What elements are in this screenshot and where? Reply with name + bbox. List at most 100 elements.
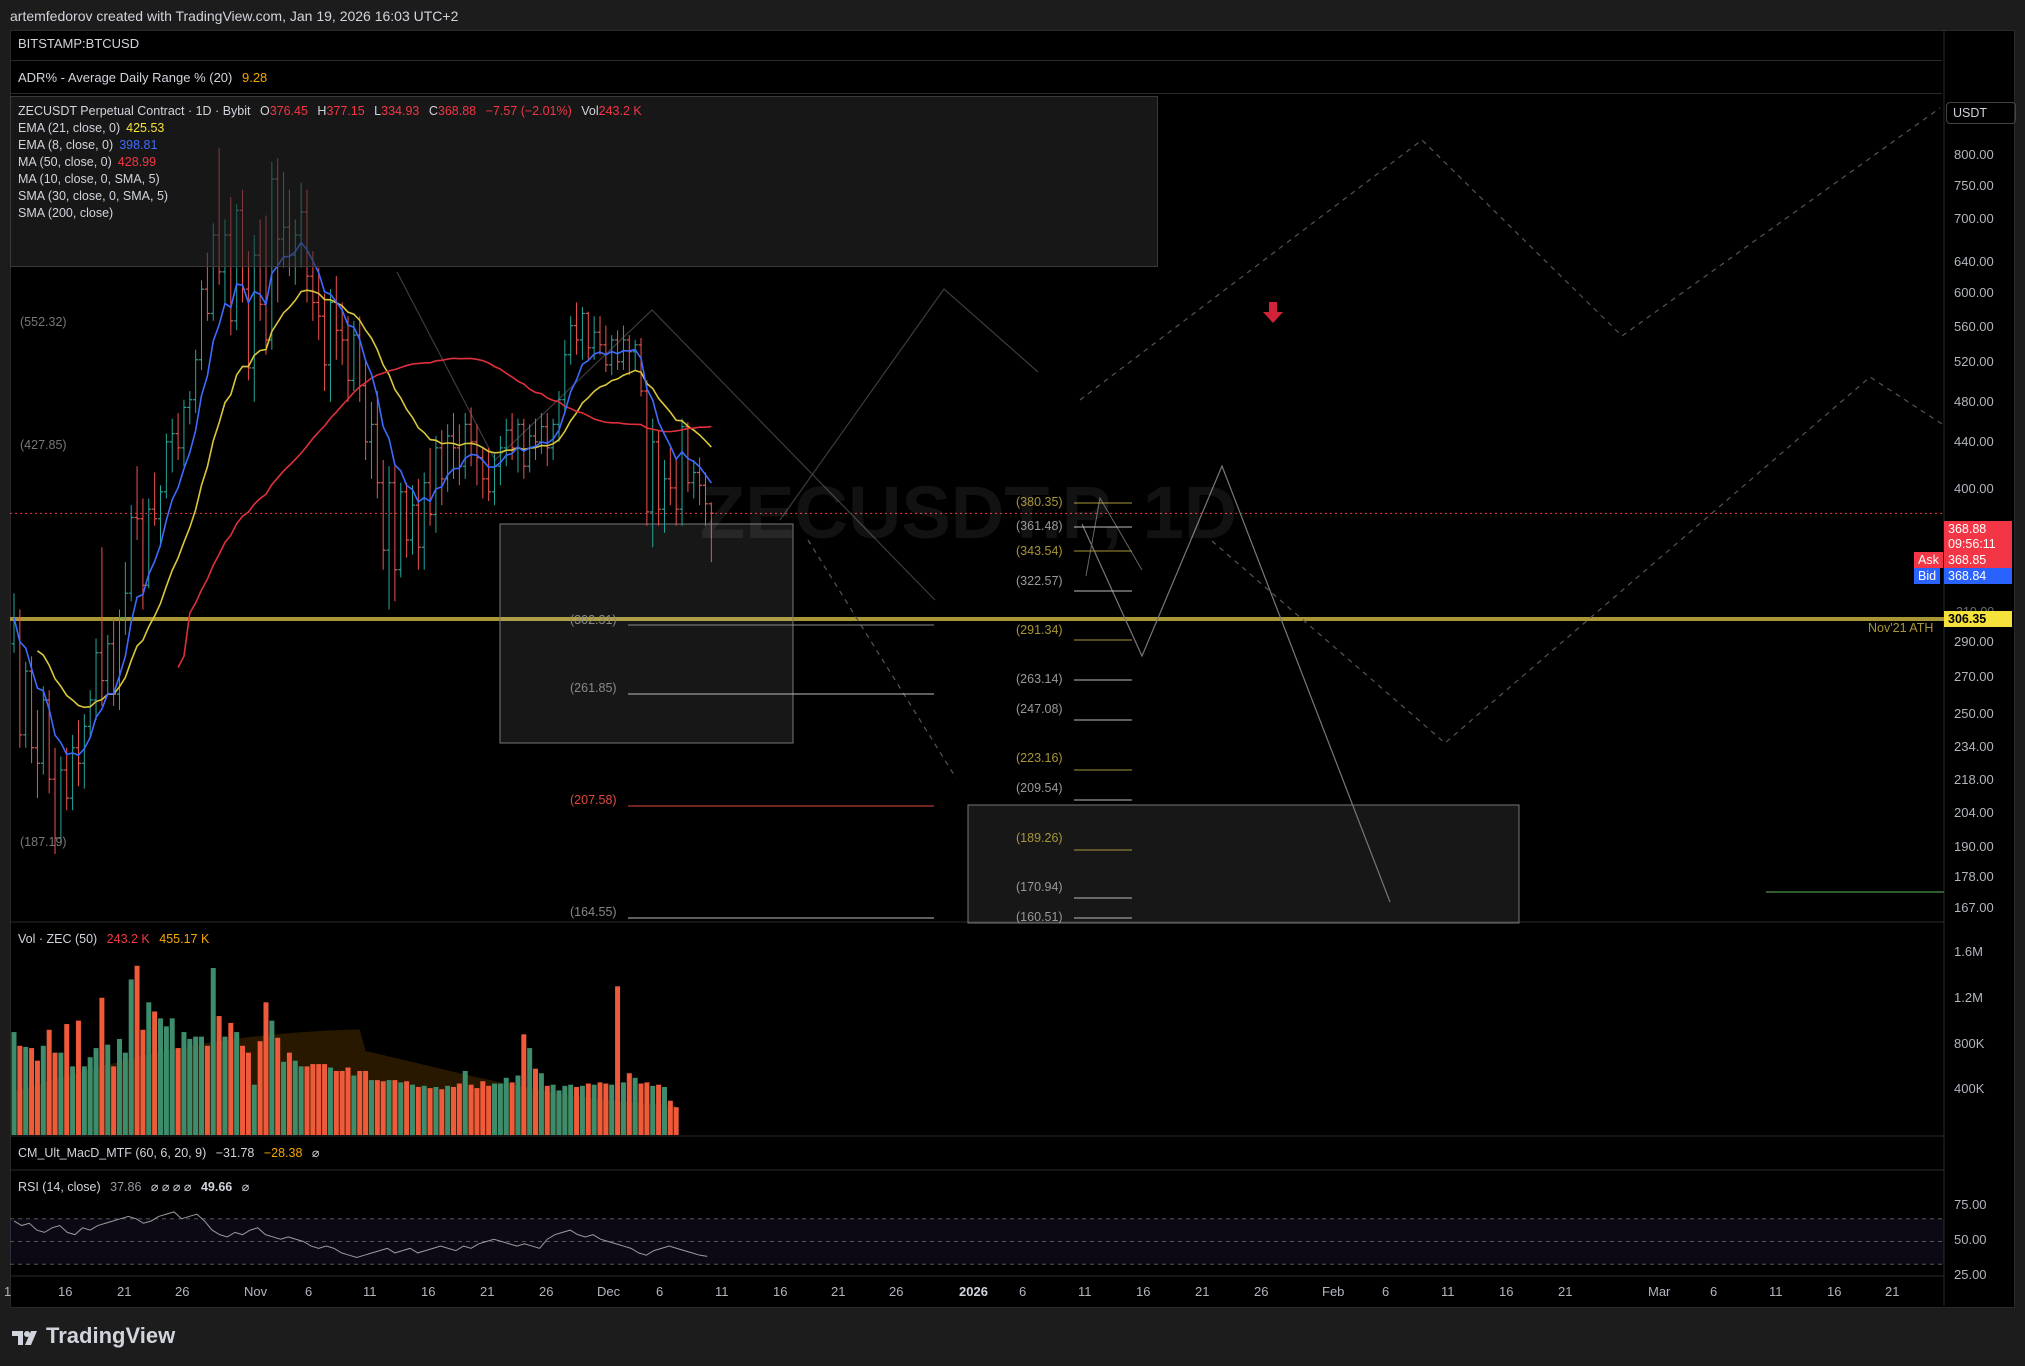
volume-bar xyxy=(234,1032,240,1135)
volume-bar xyxy=(603,1083,609,1135)
price-tick-label: 750.00 xyxy=(1954,178,1994,193)
candle xyxy=(345,316,351,402)
ma-50-line xyxy=(177,357,712,668)
candle xyxy=(392,466,398,602)
volume-bar xyxy=(351,1075,357,1135)
candle xyxy=(574,302,580,355)
price-tick-label: 700.00 xyxy=(1954,211,1994,226)
volume-bar xyxy=(468,1084,474,1135)
change-value: −7.57 (−2.01%) xyxy=(485,104,572,118)
candle xyxy=(404,482,410,558)
candle xyxy=(702,472,708,526)
projection-dashed-a xyxy=(807,539,957,779)
candle xyxy=(691,460,697,499)
indicator-label: MA (50, close, 0) xyxy=(18,155,112,169)
time-tick-label: 26 xyxy=(175,1284,190,1299)
time-tick-label: 6 xyxy=(656,1284,664,1299)
time-tick-label: Nov xyxy=(244,1284,268,1299)
volume-bar xyxy=(415,1086,421,1135)
candle xyxy=(568,316,574,365)
candle xyxy=(93,638,99,721)
volume-bar xyxy=(597,1082,603,1135)
volume-bar xyxy=(158,1018,163,1135)
time-tick-label: 1 xyxy=(4,1284,12,1299)
high-label: H xyxy=(317,104,327,118)
volume-bar xyxy=(333,1070,339,1135)
candle xyxy=(181,399,187,467)
volume-bar xyxy=(275,1037,281,1135)
volume-bar xyxy=(40,1045,46,1135)
volume-bar xyxy=(128,979,134,1135)
volume-bar xyxy=(99,997,105,1135)
volume-bar xyxy=(638,1083,644,1135)
symbol-row[interactable]: BITSTAMP:BTCUSD xyxy=(18,36,139,51)
price-tick-label: 520.00 xyxy=(1954,354,1994,369)
indicator-row: EMA (21, close, 0) 425.53 xyxy=(18,121,164,135)
down-arrow-icon[interactable] xyxy=(1263,302,1283,324)
volume-bar xyxy=(486,1085,492,1135)
volume-bar xyxy=(609,1084,615,1135)
fib-right-label: (361.48) xyxy=(1016,519,1063,533)
indicator-label: MA (10, close, 0, SMA, 5) xyxy=(18,172,160,186)
volume-bar xyxy=(368,1080,374,1135)
candle xyxy=(40,686,46,775)
countdown-value: 09:56:11 xyxy=(1948,537,1996,551)
candle xyxy=(615,330,621,370)
volume-bar xyxy=(298,1066,304,1135)
currency-label: USDT xyxy=(1953,106,1988,120)
volume-pane-label: Vol · ZEC (50) xyxy=(18,932,98,946)
tradingview-logo-icon xyxy=(12,1327,40,1345)
fib-right-label: (160.51) xyxy=(1016,910,1063,924)
volume-bar xyxy=(327,1067,333,1135)
candle xyxy=(509,412,515,461)
row-divider-1 xyxy=(10,60,1942,61)
price-tick-label: 204.00 xyxy=(1954,805,1994,820)
volume-bar xyxy=(650,1085,656,1135)
time-tick-label: 16 xyxy=(421,1284,436,1299)
volume-bar xyxy=(245,1052,251,1135)
tradingview-logo[interactable]: TradingView xyxy=(12,1323,175,1349)
indicator-value: 398.81 xyxy=(119,138,158,152)
rsi-line xyxy=(13,1211,708,1258)
adr-row[interactable]: ADR% - Average Daily Range % (20) 9.28 xyxy=(18,70,267,85)
candle xyxy=(398,482,404,578)
price-tick-label: 178.00 xyxy=(1954,869,1994,884)
zone-rect-1 xyxy=(499,523,794,744)
rsi-pane-legend[interactable]: RSI (14, close) 37.86 ⌀ ⌀ ⌀ ⌀ 49.66 ⌀ xyxy=(18,1179,249,1194)
fib-right-label: (263.14) xyxy=(1016,672,1063,686)
price-tick-label: 270.00 xyxy=(1954,669,1994,684)
volume-bar xyxy=(181,1032,187,1135)
volume-tick-label: 400K xyxy=(1954,1081,1985,1096)
volume-bar xyxy=(169,1018,175,1135)
volume-bar xyxy=(386,1080,392,1135)
candle xyxy=(673,460,679,526)
candle xyxy=(503,418,509,467)
volume-bar xyxy=(64,1024,70,1135)
fib-mid-label: (302.31) xyxy=(570,613,617,627)
price-tick-label: 250.00 xyxy=(1954,706,1994,721)
moving-averages-layer xyxy=(13,241,712,757)
candle xyxy=(585,311,591,360)
volume-bar xyxy=(515,1075,521,1135)
price-tick-label: 218.00 xyxy=(1954,772,1994,787)
adr-label: ADR% - Average Daily Range % (20) xyxy=(18,70,233,85)
candle xyxy=(544,412,550,467)
candle xyxy=(667,447,673,506)
candle xyxy=(638,338,644,397)
volume-bar xyxy=(427,1088,433,1135)
volume-pane-legend[interactable]: Vol · ZEC (50) 243.2 K 455.17 K xyxy=(18,932,209,946)
price-tick-label: 400.00 xyxy=(1954,481,1994,496)
legend-title-row[interactable]: ZECUSDT Perpetual Contract · 1D · Bybit … xyxy=(18,104,642,118)
currency-button[interactable]: USDT xyxy=(1946,102,2016,124)
time-tick-label: Mar xyxy=(1648,1284,1671,1299)
candle xyxy=(64,747,70,811)
macd-pane-legend[interactable]: CM_Ult_MacD_MTF (60, 6, 20, 9) −31.78 −2… xyxy=(18,1145,319,1160)
volume-bar xyxy=(626,1073,632,1135)
volume-bar xyxy=(574,1086,580,1135)
volume-bar xyxy=(644,1082,650,1135)
volume-bar xyxy=(409,1084,415,1135)
fib-right-label: (189.26) xyxy=(1016,831,1063,845)
adr-value: 9.28 xyxy=(241,70,268,85)
rsi-tick-label: 75.00 xyxy=(1954,1197,1987,1212)
